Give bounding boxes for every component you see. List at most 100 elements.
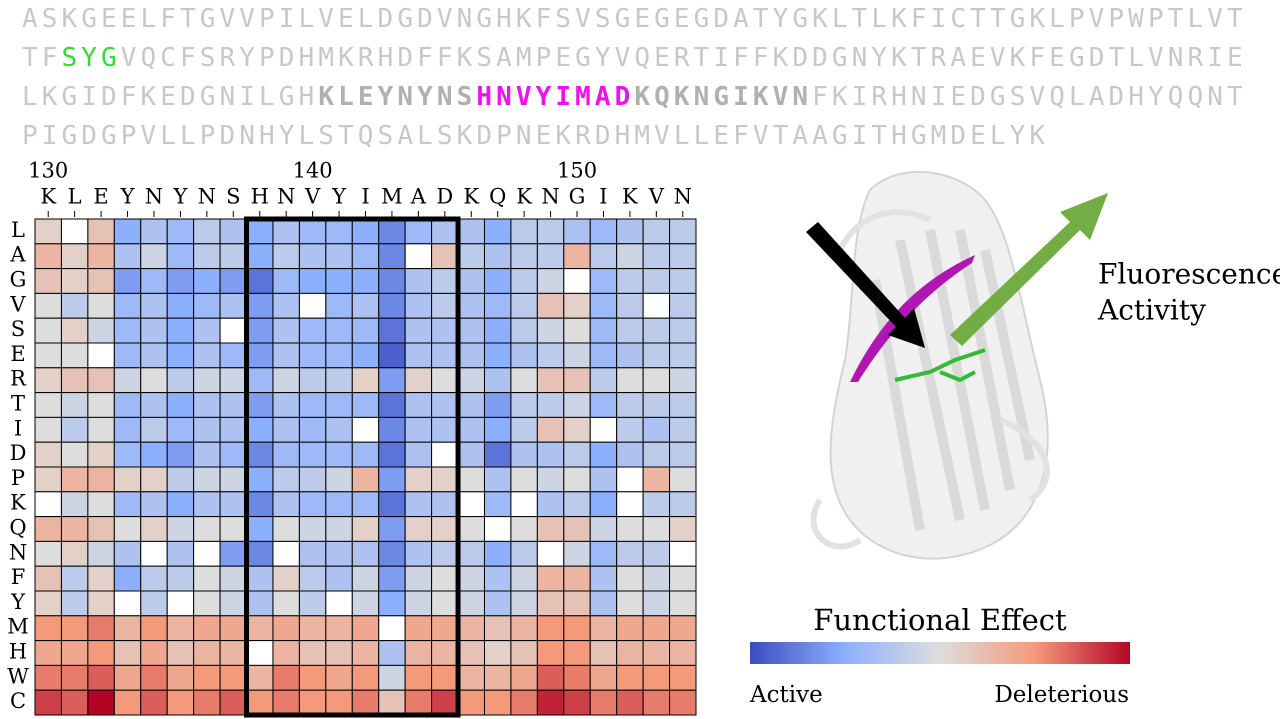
- heatmap-cell: [140, 218, 168, 245]
- heatmap-cell: [642, 689, 671, 716]
- heatmap-cell: [140, 367, 168, 394]
- heatmap-cell: [219, 268, 248, 294]
- heatmap-cell: [246, 491, 274, 518]
- heatmap-cell: [325, 342, 353, 369]
- heatmap-cell: [34, 292, 62, 319]
- heatmap-cell: [404, 615, 433, 642]
- heatmap-cell: [510, 416, 538, 443]
- heatmap-cell: [378, 342, 406, 369]
- heatmap-cell: [113, 615, 142, 642]
- heatmap-cell: [34, 218, 62, 245]
- heatmap-cell: [669, 441, 697, 468]
- heatmap-cell: [457, 664, 485, 691]
- sequence-line: TFSYGVQCFSRYPDHMKRHDFFKSAMPEGYVQERTIFFKD…: [22, 39, 1247, 78]
- heatmap-cell: [166, 416, 195, 443]
- heatmap-cell: [60, 689, 89, 716]
- heatmap-cell: [140, 565, 168, 592]
- heatmap-cell: [193, 243, 221, 270]
- empty-cell: [589, 416, 618, 443]
- heatmap-cell: [642, 664, 671, 691]
- row-label: D: [10, 441, 27, 465]
- heatmap-cell: [669, 615, 697, 642]
- heatmap-cell: [378, 416, 406, 443]
- heatmap-cell: [483, 416, 512, 443]
- heatmap-cell: [60, 491, 89, 518]
- heatmap-cell: [536, 590, 565, 617]
- heatmap-cell: [642, 441, 671, 468]
- heatmap-cell: [563, 640, 591, 666]
- heatmap-cell: [272, 342, 300, 369]
- heatmap-cell: [536, 367, 565, 394]
- row-label: E: [10, 342, 25, 366]
- row-label: W: [7, 664, 29, 688]
- heatmap-cell: [378, 466, 406, 493]
- heatmap-cell: [193, 416, 221, 443]
- position-tick-label: 140: [293, 159, 333, 183]
- heatmap-cell: [113, 317, 142, 344]
- heatmap-cell: [378, 689, 406, 716]
- heatmap-cell: [87, 367, 115, 394]
- column-label: I: [361, 185, 369, 209]
- heatmap-cell: [325, 615, 353, 642]
- heatmap-cell: [457, 615, 485, 642]
- heatmap-cell: [642, 317, 671, 344]
- heatmap-cell: [642, 640, 671, 666]
- row-label: F: [11, 565, 26, 589]
- heatmap-cell: [87, 218, 115, 245]
- heatmap-cell: [166, 640, 195, 666]
- heatmap-cell: [193, 392, 221, 418]
- heatmap-cell: [510, 292, 538, 319]
- colorbar-title: Functional Effect: [813, 603, 1067, 637]
- heatmap-cell: [589, 615, 618, 642]
- heatmap-cell: [483, 317, 512, 344]
- heatmap-cell: [589, 466, 618, 493]
- empty-cell: [113, 590, 142, 617]
- heatmap-cell: [193, 292, 221, 319]
- heatmap-cell: [272, 615, 300, 642]
- heatmap-cell: [140, 268, 168, 294]
- heatmap-cell: [325, 367, 353, 394]
- heatmap-cell: [246, 441, 274, 468]
- heatmap-cell: [510, 218, 538, 245]
- heatmap-cell: [483, 664, 512, 691]
- heatmap-cell: [272, 392, 300, 418]
- empty-cell: [431, 441, 459, 468]
- heatmap-cell: [483, 615, 512, 642]
- heatmap-cell: [113, 367, 142, 394]
- heatmap-cell: [87, 540, 115, 567]
- heatmap-cell: [378, 590, 406, 617]
- heatmap-cell: [563, 664, 591, 691]
- heatmap-cell: [60, 615, 89, 642]
- heatmap-cell: [483, 640, 512, 666]
- heatmap-cell: [642, 565, 671, 592]
- heatmap-cell: [193, 664, 221, 691]
- heatmap-cell: [219, 615, 248, 642]
- sequence-segment: KLEYNYNS: [318, 82, 477, 112]
- heatmap-cell: [351, 466, 380, 493]
- heatmap-cell: [87, 565, 115, 592]
- heatmap-cell: [589, 292, 618, 319]
- heatmap-cell: [431, 218, 459, 245]
- heatmap-cell: [113, 640, 142, 666]
- heatmap-cell: [378, 441, 406, 468]
- strands: [870, 229, 1035, 531]
- heatmap-cell: [34, 540, 62, 567]
- empty-cell: [616, 466, 644, 493]
- empty-cell: [351, 416, 380, 443]
- heatmap-cell: [616, 367, 644, 394]
- heatmap-cell: [642, 615, 671, 642]
- heatmap-cell: [589, 268, 618, 294]
- loops: [810, 209, 1050, 550]
- heatmap-cell: [536, 615, 565, 642]
- heatmap-cell: [272, 292, 300, 319]
- heatmap-cell: [34, 317, 62, 344]
- row-label: M: [7, 615, 29, 639]
- highlight-box: [244, 216, 461, 718]
- black-arrow: [806, 222, 925, 348]
- heatmap-cell: [193, 590, 221, 617]
- heatmap-cell: [510, 664, 538, 691]
- heatmap-cell: [272, 367, 300, 394]
- heatmap-cell: [34, 640, 62, 666]
- heatmap-cell: [616, 689, 644, 716]
- heatmap-cell: [246, 615, 274, 642]
